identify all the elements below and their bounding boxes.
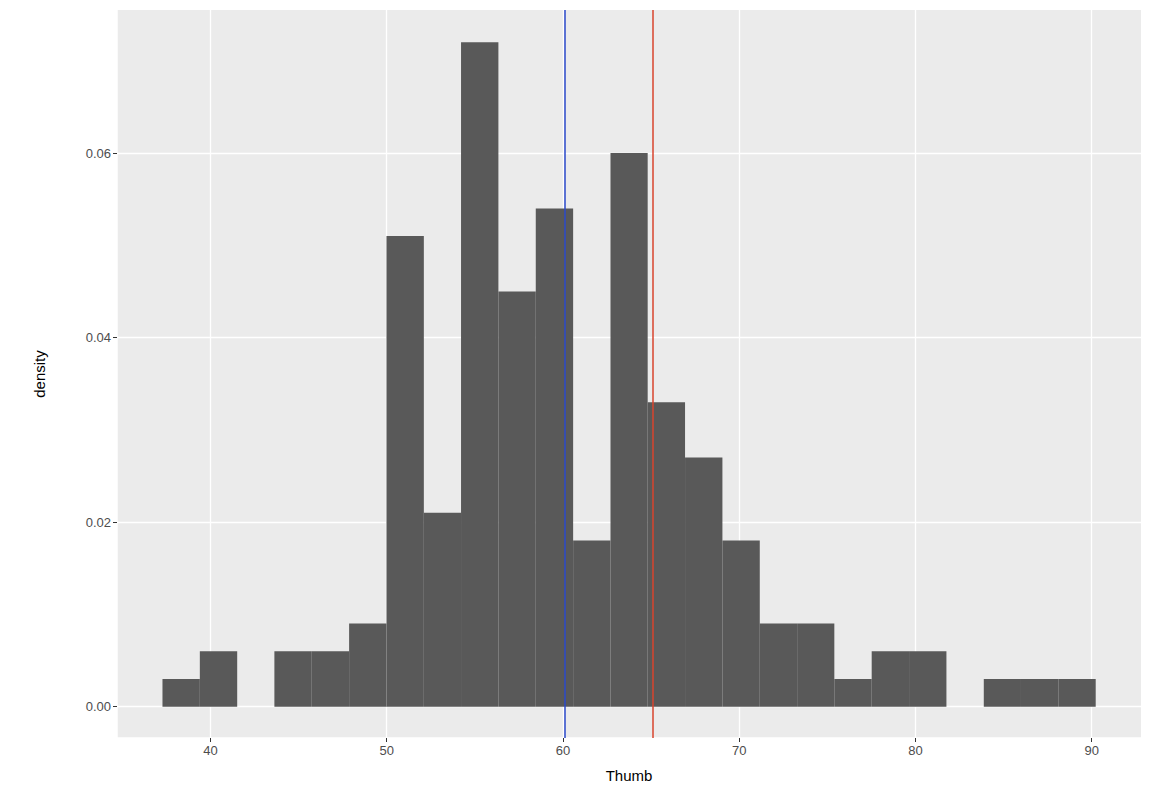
svg-text:70: 70 (732, 743, 746, 758)
svg-text:60: 60 (556, 743, 570, 758)
svg-text:density: density (31, 350, 48, 398)
svg-text:80: 80 (908, 743, 922, 758)
svg-text:50: 50 (379, 743, 393, 758)
svg-text:40: 40 (203, 743, 217, 758)
svg-text:0.04: 0.04 (86, 330, 111, 345)
svg-text:0.06: 0.06 (86, 146, 111, 161)
svg-text:90: 90 (1084, 743, 1098, 758)
svg-text:Thumb: Thumb (606, 767, 653, 784)
svg-text:0.00: 0.00 (86, 699, 111, 714)
svg-text:0.02: 0.02 (86, 515, 111, 530)
